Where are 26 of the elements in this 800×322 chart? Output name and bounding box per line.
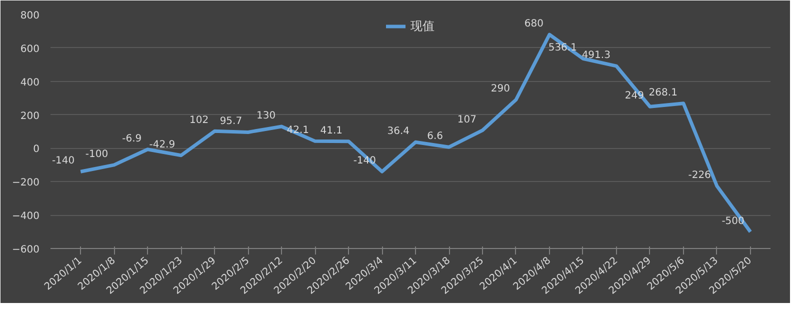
data-label: -42.9 [149, 139, 176, 150]
data-label: 95.7 [220, 116, 242, 128]
data-label: 41.1 [320, 125, 343, 136]
data-label: 36.4 [387, 126, 410, 138]
y-tick-label: −200 [12, 178, 40, 189]
data-label: 491.3 [582, 50, 610, 62]
y-tick-label: 600 [20, 44, 40, 55]
data-label: -226 [688, 170, 711, 181]
y-tick-label: 800 [20, 10, 40, 22]
data-label: 6.6 [427, 131, 444, 142]
y-tick-label: 200 [20, 110, 40, 122]
data-label: -6.9 [122, 133, 142, 144]
y-tick-label: −400 [12, 211, 40, 222]
data-label: 107 [457, 114, 477, 126]
data-label: 130 [256, 110, 276, 122]
y-tick-label: 0 [33, 144, 40, 156]
legend-label: 现值 [410, 18, 434, 34]
y-tick-label: 400 [20, 77, 40, 88]
data-label: 268.1 [648, 87, 678, 98]
data-label: -140 [52, 156, 75, 167]
data-label: -100 [85, 148, 108, 160]
line-series [78, 32, 752, 234]
data-label: 680 [524, 18, 544, 30]
data-label: 290 [490, 84, 510, 95]
y-tick-label: −600 [12, 244, 40, 256]
data-label: 102 [190, 115, 209, 126]
